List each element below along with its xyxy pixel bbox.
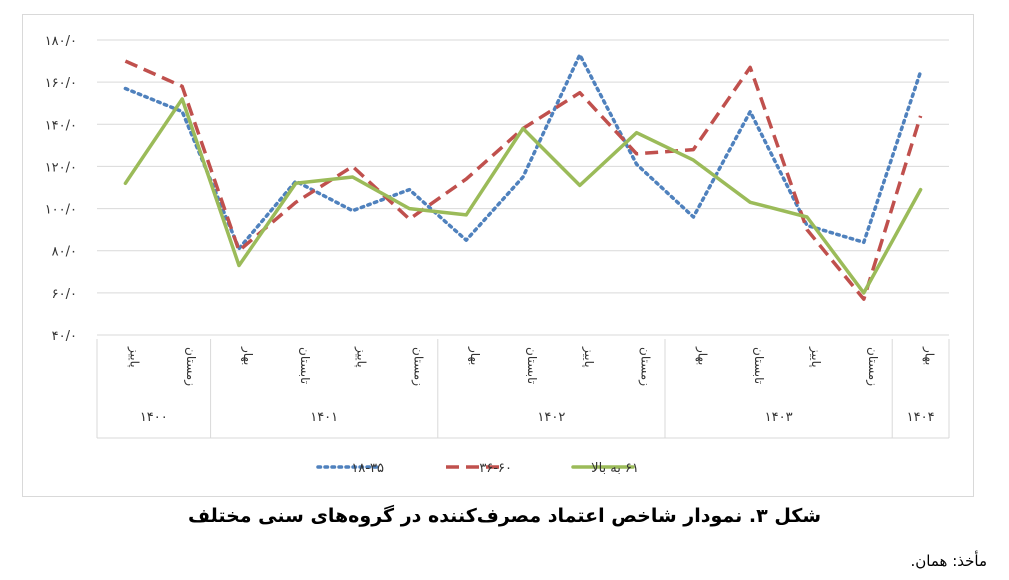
year-label: ۱۴۰۰ (140, 410, 168, 425)
chart-svg: ۴۰/۰ ۶۰/۰ ۸۰/۰ ۱۰۰/۰ ۱۲۰/۰ ۱۴۰/۰ ۱۶۰/۰ ۱۸۰/۰ پای… (45, 34, 950, 476)
season-label: تابستان (525, 347, 539, 384)
season-label: زمستان (410, 347, 425, 386)
y-tick-label: ۴۰/۰ (52, 329, 77, 344)
year-label: ۱۴۰۴ (907, 410, 935, 425)
series-line (123, 97, 923, 295)
season-label: بهار (922, 346, 937, 365)
y-tick-label: ۱۶۰/۰ (45, 76, 77, 91)
figure-caption: شکل ۳. نمودار شاخص اعتماد مصرف‌کننده در … (187, 505, 822, 527)
season-label: پاییز (581, 346, 596, 368)
season-label: پاییز (808, 346, 823, 368)
season-label: پاییز (354, 346, 369, 368)
year-label: ۱۴۰۲ (537, 410, 565, 425)
season-label: زمستان (865, 347, 880, 386)
season-label: تابستان (298, 347, 312, 384)
series-line (124, 59, 923, 301)
year-label: ۱۴۰۳ (765, 410, 793, 425)
season-label: بهار (467, 346, 482, 365)
legend-label: ۳۶-۶۰ (479, 461, 512, 476)
y-tick-label: ۱۰۰/۰ (45, 203, 77, 218)
season-label: پاییز (126, 346, 141, 368)
season-label: تابستان (752, 347, 766, 384)
legend-label: ۶۱ به بالا (591, 461, 639, 476)
y-tick-label: ۱۸۰/۰ (45, 34, 77, 49)
year-label: ۱۴۰۱ (310, 410, 338, 425)
y-tick-label: ۱۴۰/۰ (45, 118, 77, 133)
season-label: زمستان (183, 347, 198, 386)
season-label: بهار (694, 346, 709, 365)
series-line (123, 53, 923, 251)
season-label: زمستان (638, 347, 653, 386)
legend-label: ۱۸-۳۵ (351, 461, 384, 476)
source-note: مأخذ: همان. (910, 552, 987, 570)
chart-frame: ۴۰/۰ ۶۰/۰ ۸۰/۰ ۱۰۰/۰ ۱۲۰/۰ ۱۴۰/۰ ۱۶۰/۰ ۱۸۰/۰ پای… (22, 14, 974, 497)
y-tick-label: ۱۲۰/۰ (45, 160, 77, 175)
y-tick-label: ۶۰/۰ (52, 287, 77, 302)
season-label: بهار (240, 346, 255, 365)
y-tick-label: ۸۰/۰ (52, 245, 77, 260)
